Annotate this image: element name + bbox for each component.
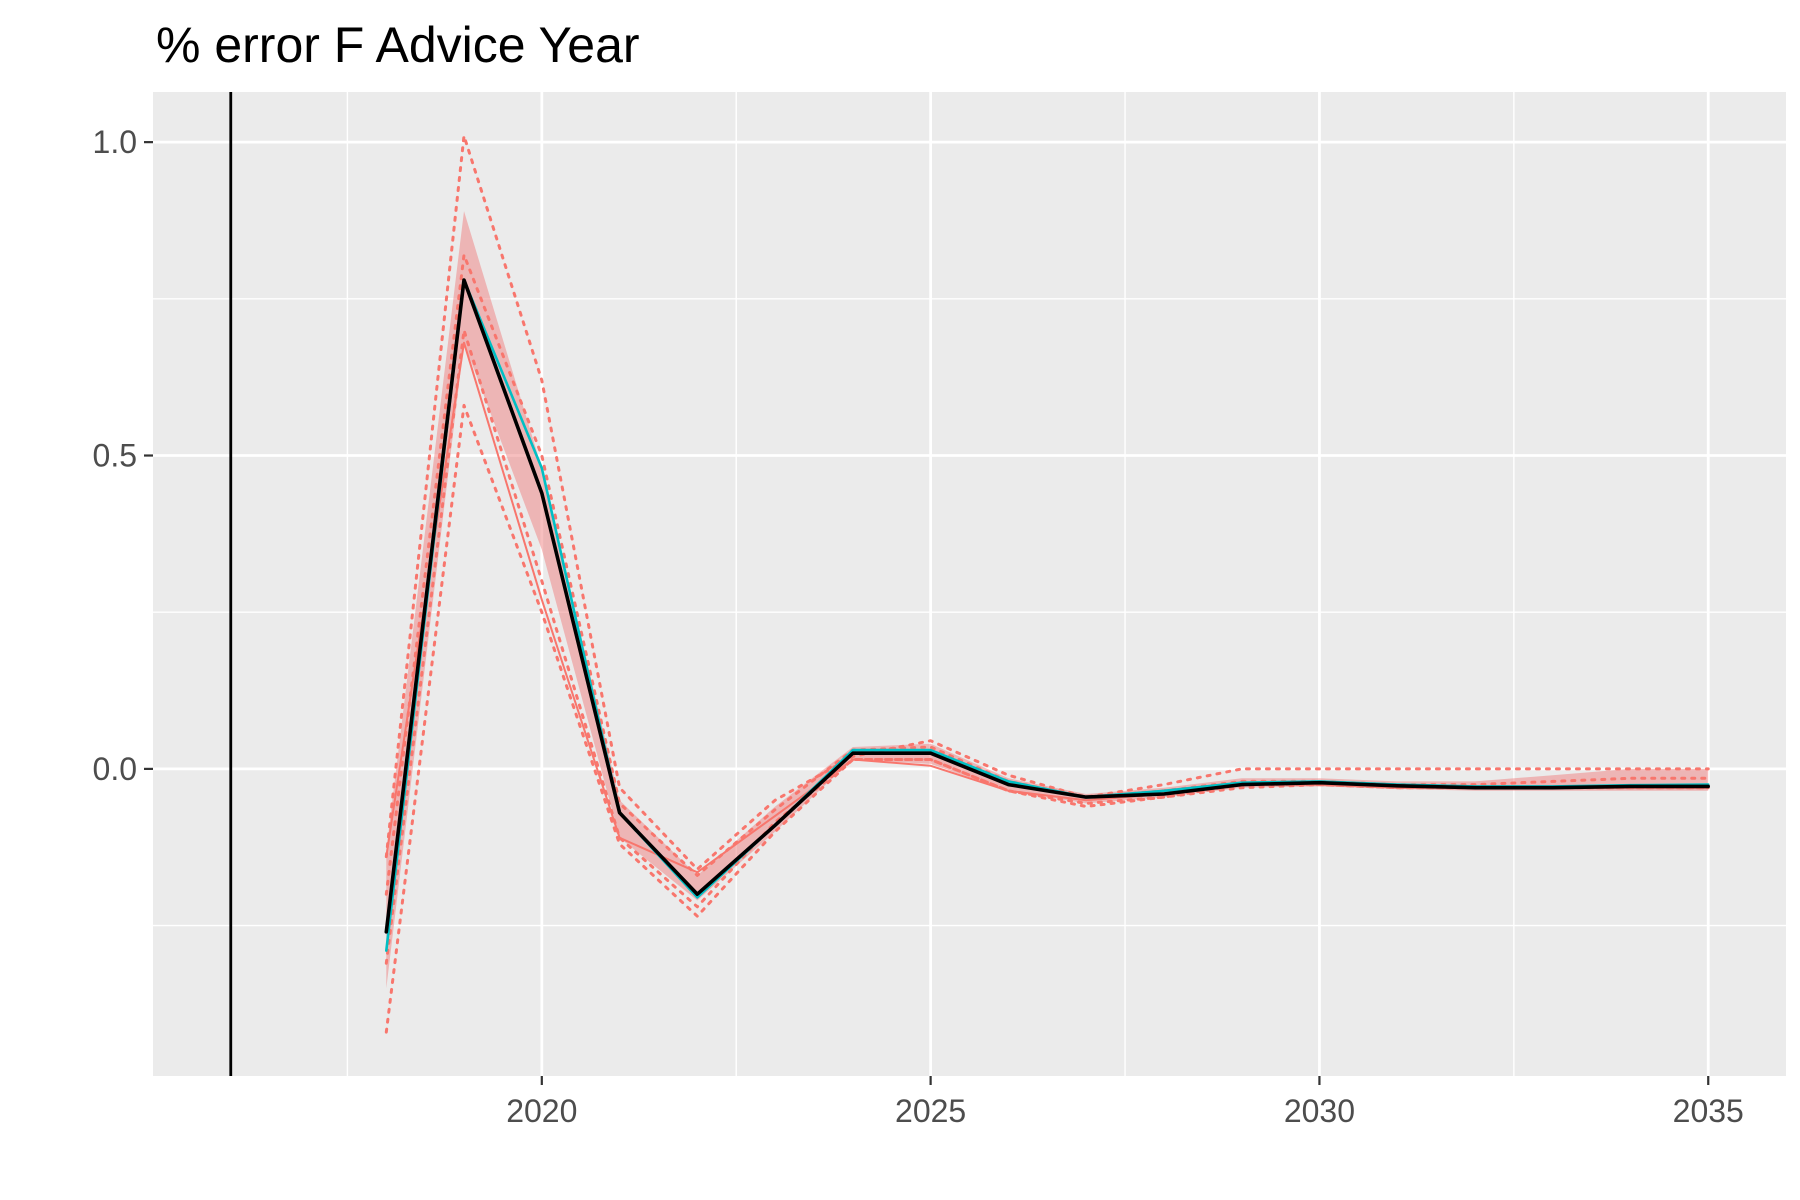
series-lines [384, 134, 1710, 1034]
x-axis: 2020 2025 2030 2035 [506, 1076, 1744, 1129]
y-axis: 0.0 0.5 1.0 [93, 124, 153, 787]
y-tick-label: 0.0 [93, 751, 137, 787]
minor-gridlines [153, 92, 1786, 1076]
x-tick-label: 2035 [1673, 1093, 1744, 1129]
chart-title: % error F Advice Year [156, 17, 640, 73]
x-tick-label: 2020 [506, 1093, 577, 1129]
plot-panel [153, 92, 1786, 1076]
major-gridlines [153, 92, 1786, 1076]
y-tick-label: 0.5 [93, 438, 137, 474]
series-line-median-line [384, 278, 1710, 934]
x-tick-label: 2025 [895, 1093, 966, 1129]
y-tick-label: 1.0 [93, 124, 137, 160]
series-line-quantile-outer-upper [384, 134, 1710, 871]
x-tick-label: 2030 [1284, 1093, 1355, 1129]
